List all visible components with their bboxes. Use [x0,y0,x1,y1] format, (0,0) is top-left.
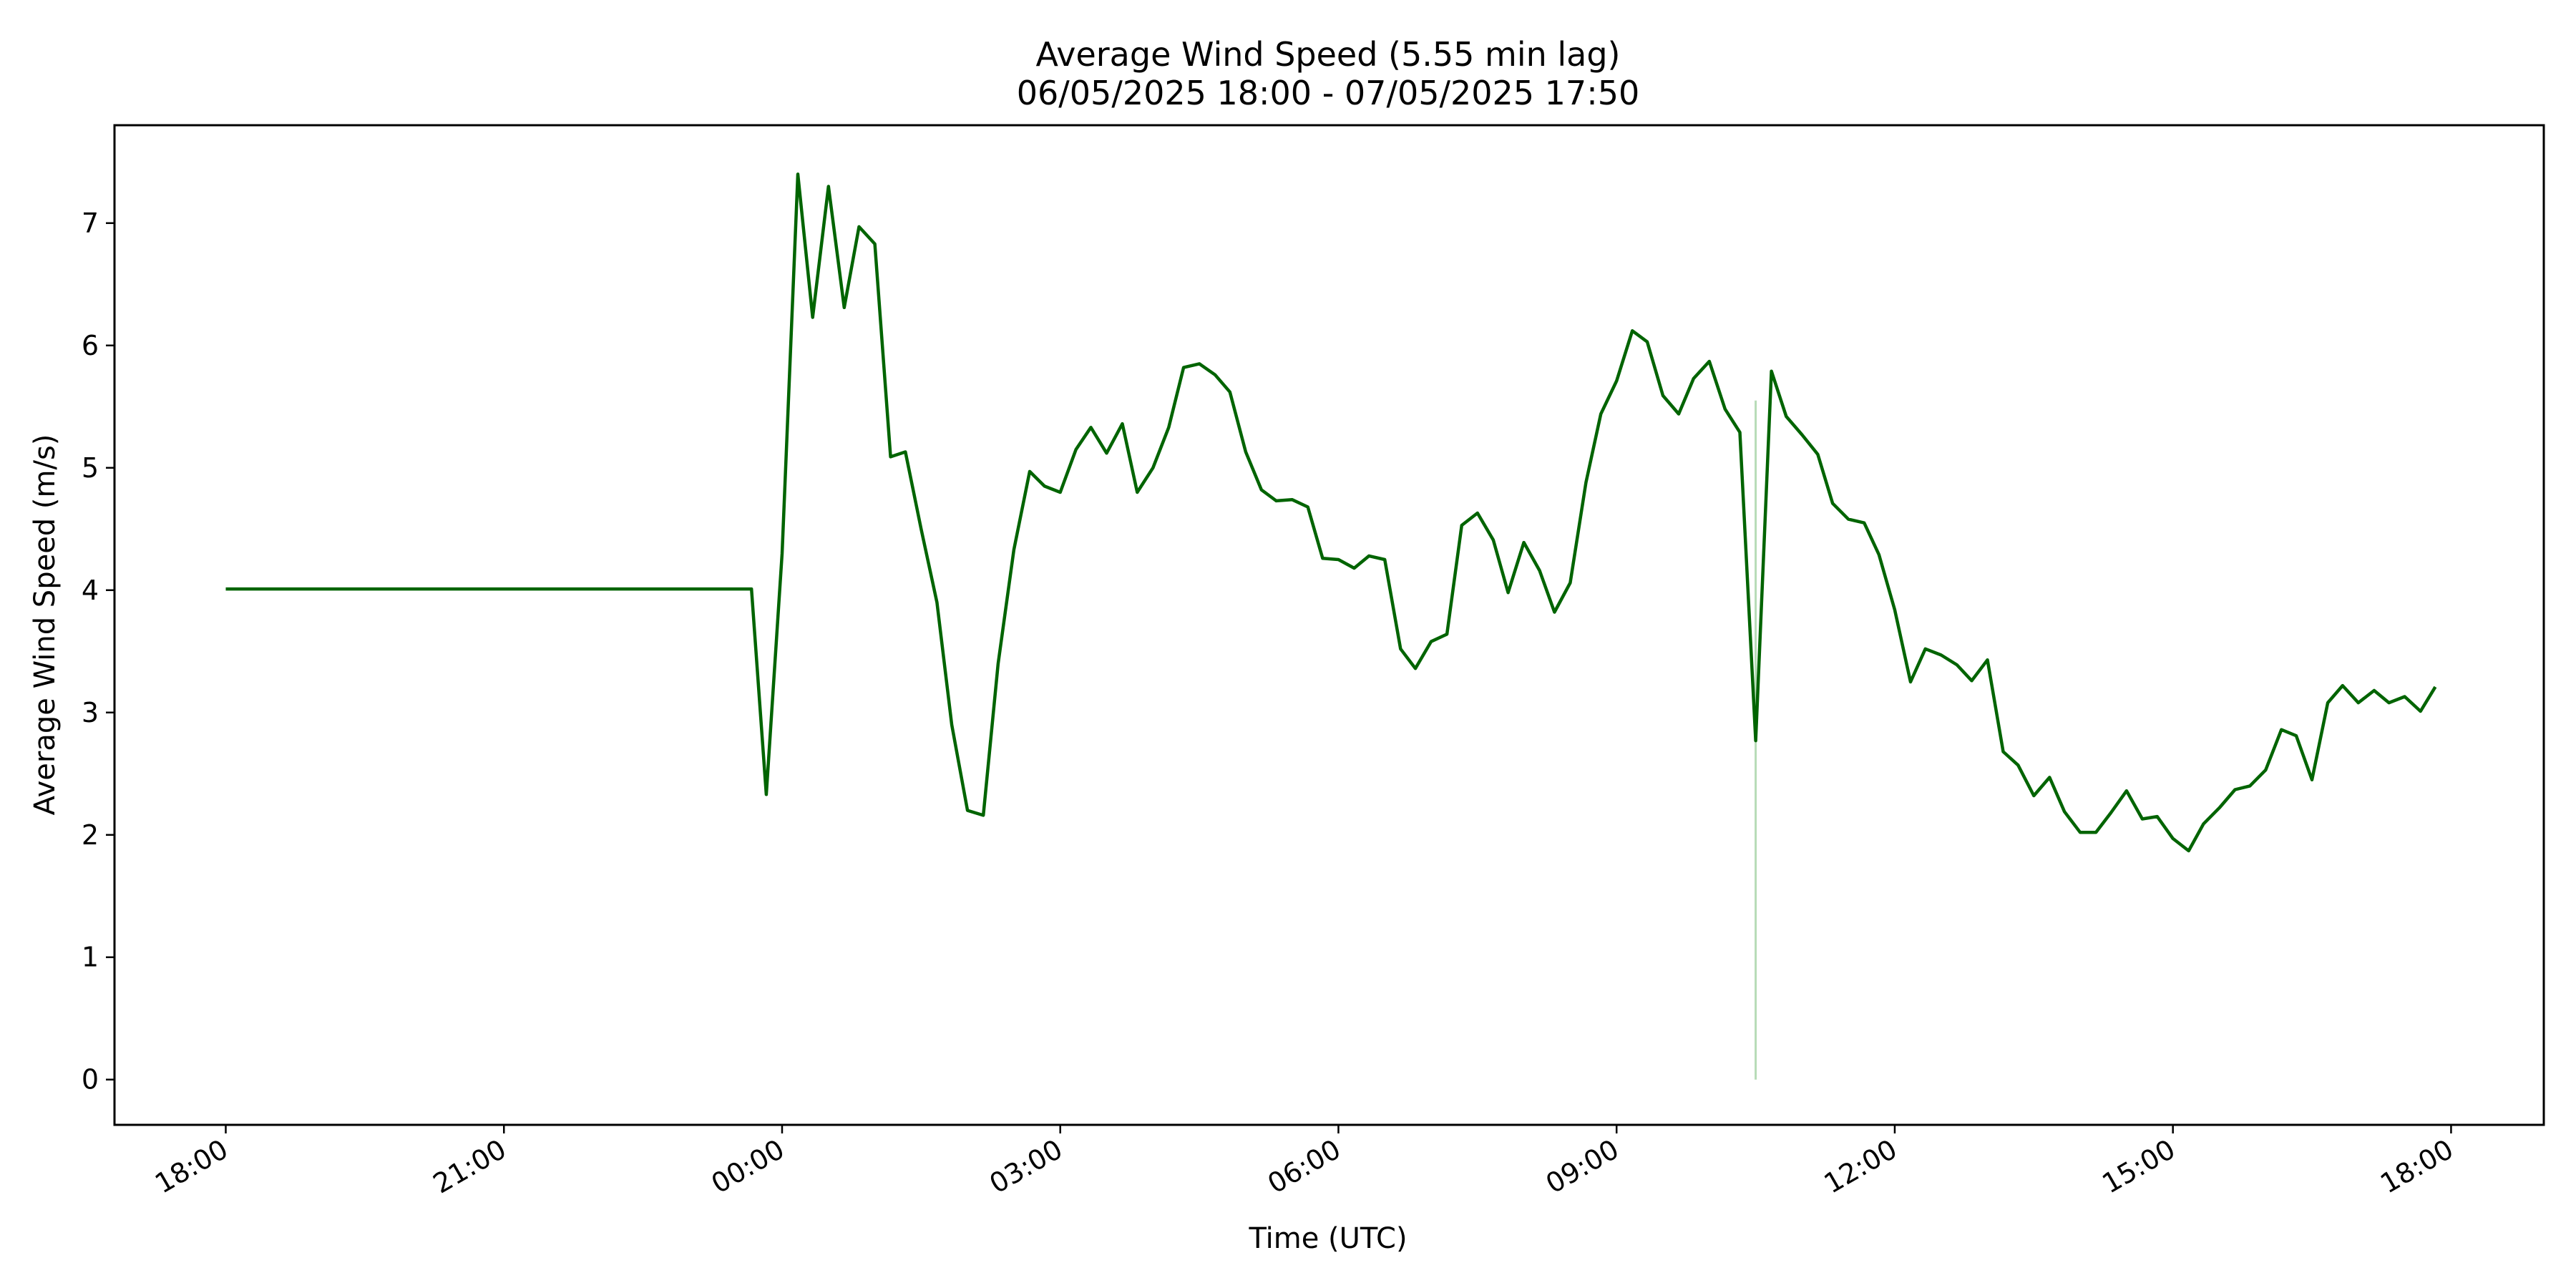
y-tick-label: 5 [82,452,99,484]
y-tick-label: 1 [82,942,99,973]
y-axis-label: Average Wind Speed (m/s) [29,434,62,816]
plot-area [225,172,2437,1080]
chart-subtitle: 06/05/2025 18:00 - 07/05/2025 17:50 [1017,74,1639,112]
y-tick-label: 2 [82,819,99,851]
y-tick-label: 3 [82,697,99,728]
chart-title: Average Wind Speed (5.55 min lag) [1035,35,1620,74]
y-tick-label: 7 [82,208,99,239]
y-tick-label: 4 [82,575,99,606]
series-line-0 [225,172,2437,853]
plot-frame [113,124,2545,1126]
y-tick-label: 0 [82,1064,99,1096]
y-tick-label: 6 [82,330,99,361]
y-axis: 0 1 2 3 4 5 6 7 [82,208,114,1096]
x-axis-label: Time (UTC) [1248,1222,1407,1255]
